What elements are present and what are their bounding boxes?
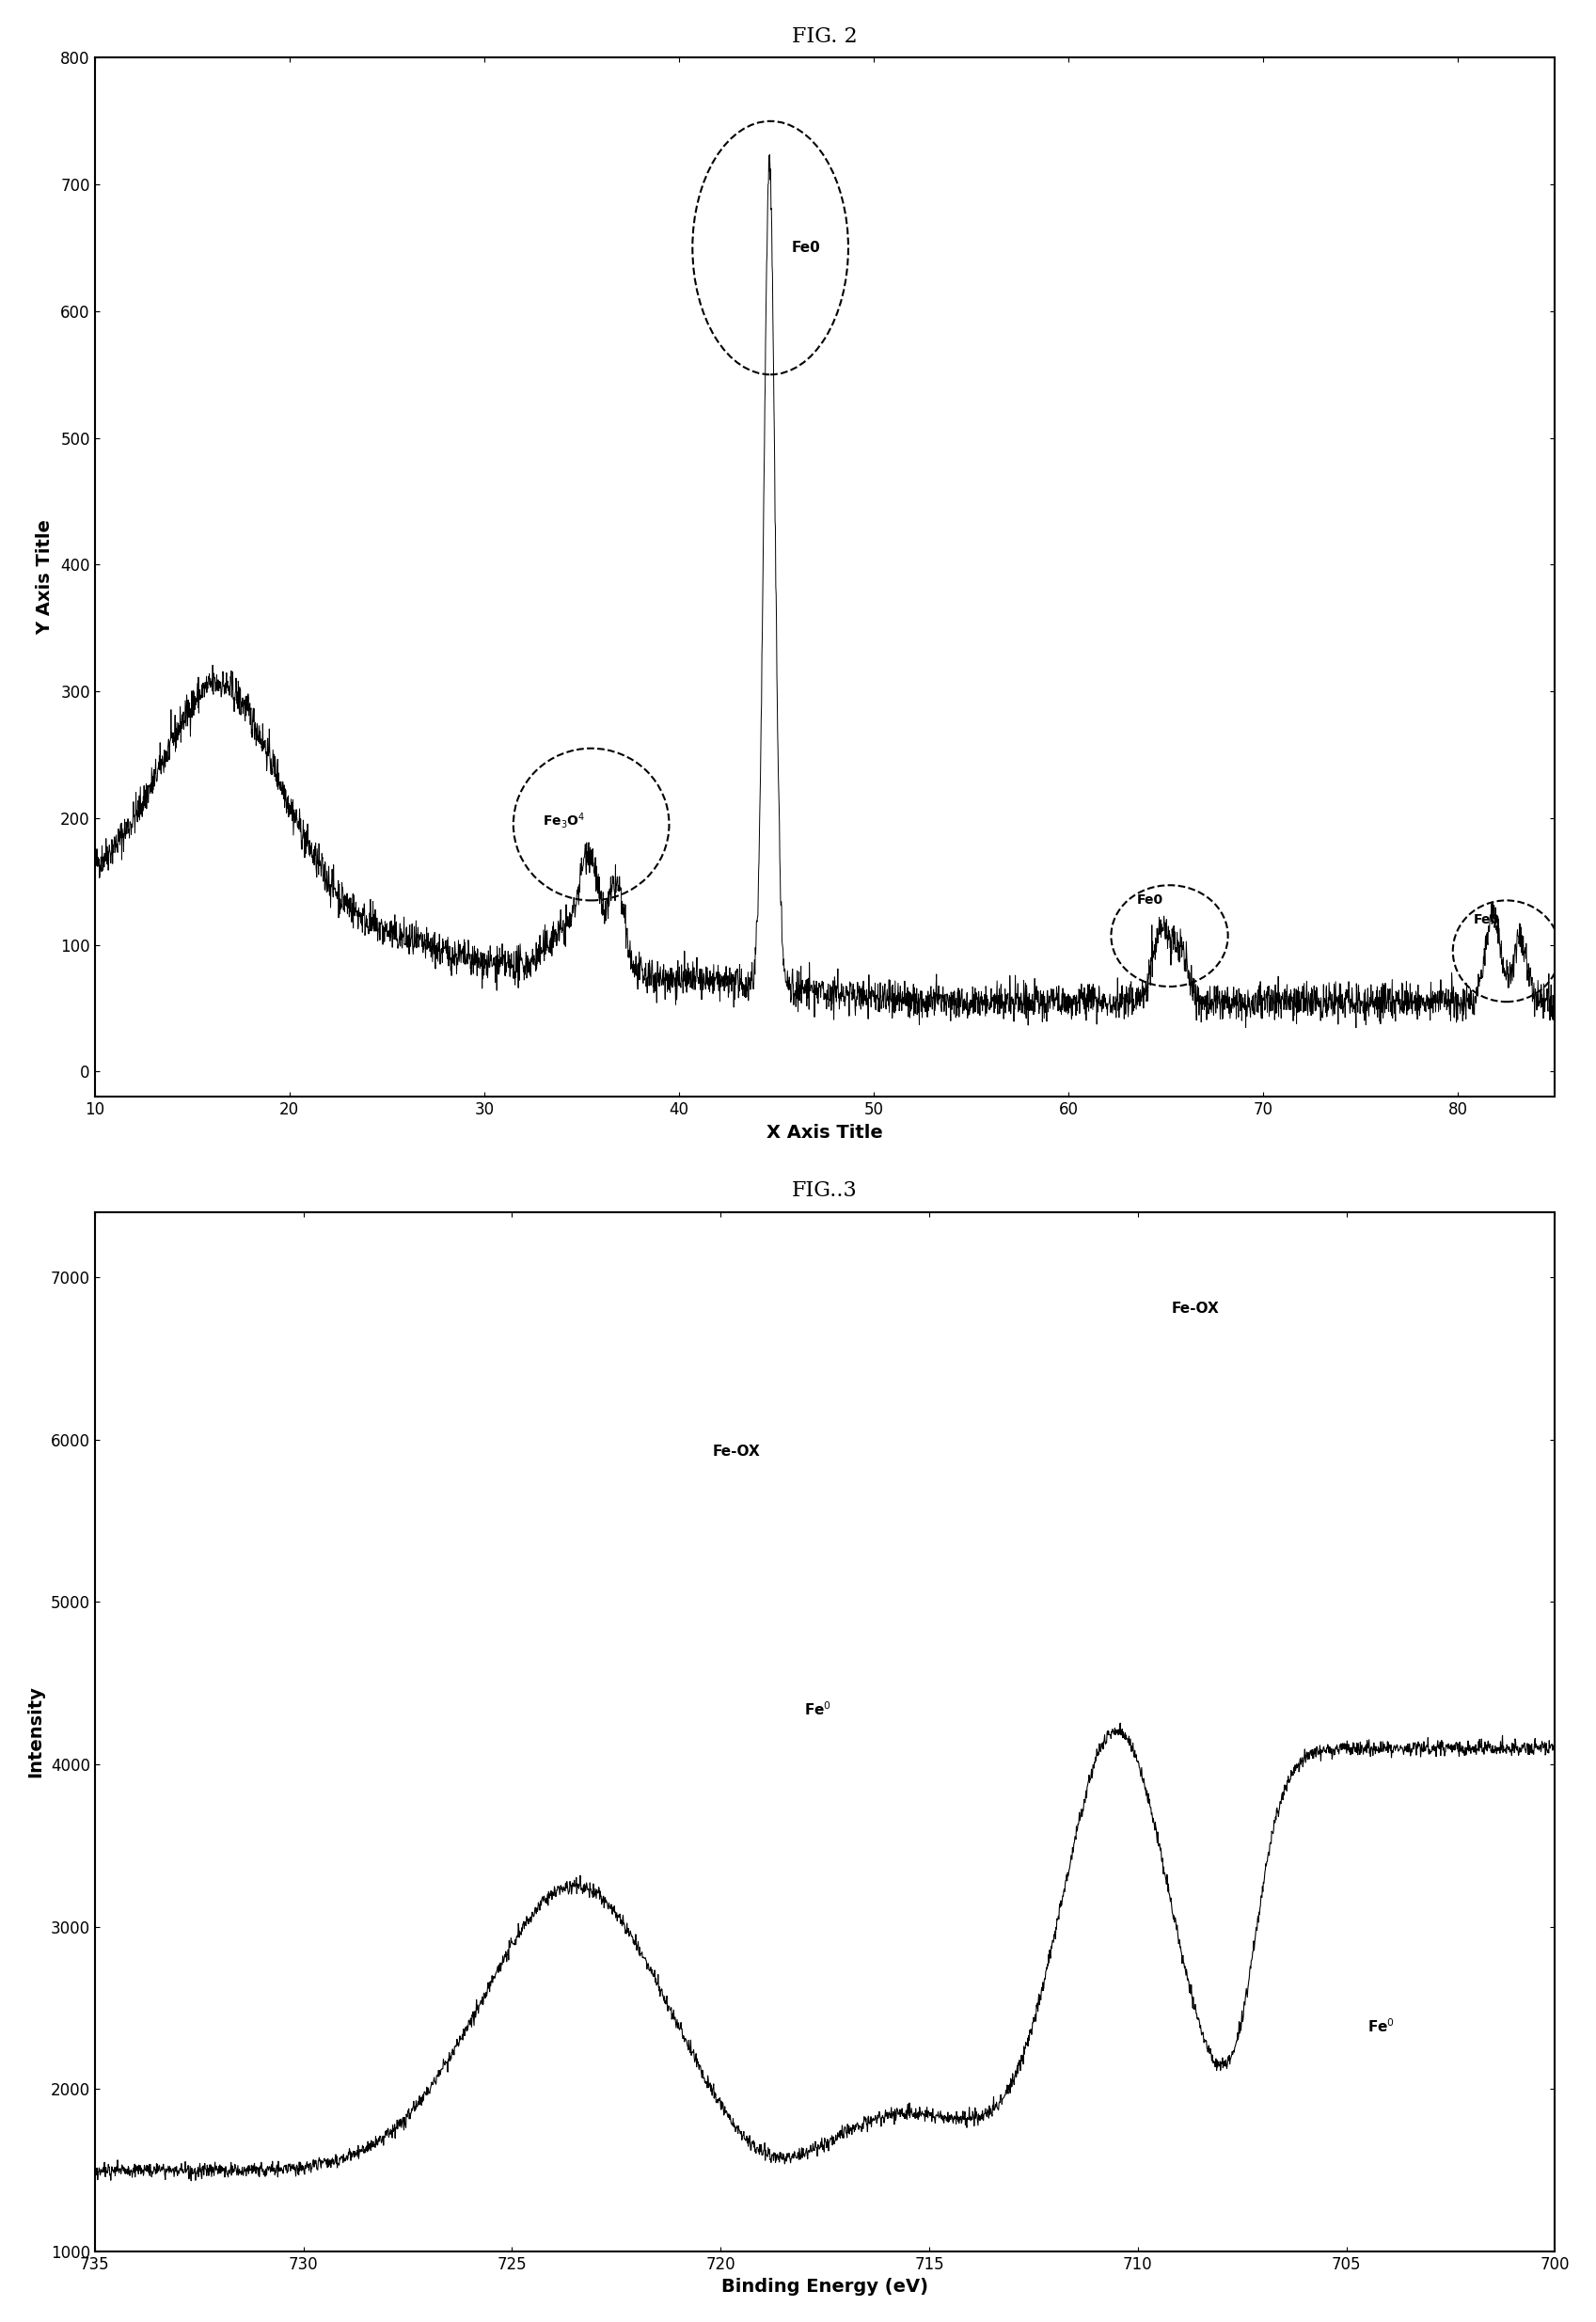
Y-axis label: Y Axis Title: Y Axis Title <box>37 520 54 636</box>
Text: Fe$^0$: Fe$^0$ <box>1368 2018 1395 2034</box>
Text: Fe-OX: Fe-OX <box>1171 1303 1219 1317</box>
Y-axis label: Intensity: Intensity <box>26 1686 45 1779</box>
Text: Fe0: Fe0 <box>1136 894 1163 908</box>
Text: Fe$_3$O$^{4}$: Fe$_3$O$^{4}$ <box>543 810 586 831</box>
Text: Fe0: Fe0 <box>1473 913 1500 926</box>
Text: Fe-OX: Fe-OX <box>712 1444 760 1458</box>
X-axis label: X Axis Title: X Axis Title <box>766 1124 883 1142</box>
Text: Fe$^0$: Fe$^0$ <box>804 1700 832 1718</box>
Title: FIG..3: FIG..3 <box>792 1180 857 1200</box>
X-axis label: Binding Energy (eV): Binding Energy (eV) <box>721 2278 929 2296</box>
Text: Fe0: Fe0 <box>792 241 820 255</box>
Title: FIG. 2: FIG. 2 <box>792 26 857 46</box>
